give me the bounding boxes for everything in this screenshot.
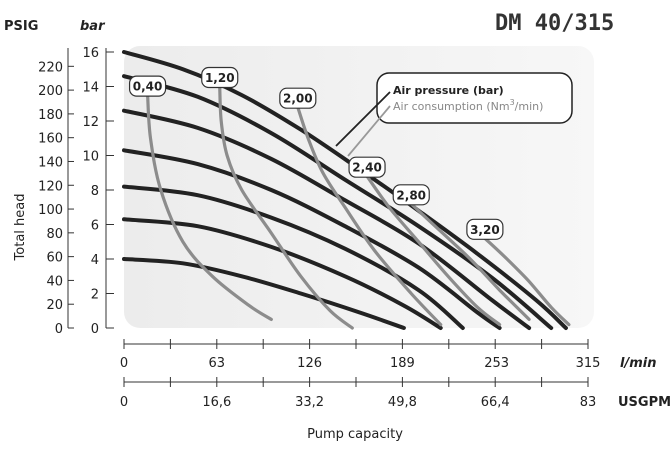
consumption-label-box (348, 156, 386, 178)
bar-tick-label: 6 (91, 219, 99, 234)
bar-tick-label: 4 (91, 253, 99, 268)
usgpm-tick-label: 83 (580, 395, 597, 410)
psig-tick-label: 120 (38, 179, 63, 194)
lmin-unit-label: l/min (620, 356, 656, 371)
bar-tick-label: 12 (82, 115, 99, 130)
psig-tick-label: 20 (46, 298, 63, 313)
psig-tick-label: 80 (46, 227, 63, 242)
pressure-curve-2 (122, 184, 465, 330)
consumption-label-box (466, 218, 504, 240)
pressure-curve-0 (122, 257, 406, 330)
legend-box (376, 72, 573, 124)
psig-tick-label: 220 (38, 60, 63, 75)
y-axis-title: Total head (13, 194, 28, 262)
usgpm-tick-label: 16,6 (202, 395, 231, 410)
consumption-label-2,40: 2,40 (348, 156, 386, 178)
bar-tick-label: 14 (82, 81, 99, 96)
lmin-tick-label: 126 (297, 356, 322, 371)
consumption-label-box (128, 75, 167, 97)
psig-tick-label: 60 (46, 251, 63, 266)
lmin-tick-label: 315 (576, 356, 601, 371)
psig-unit-label: PSIG (4, 19, 38, 34)
lmin-tick-label: 189 (390, 356, 415, 371)
lmin-tick-label: 253 (484, 356, 509, 371)
psig-tick-label: 200 (38, 84, 63, 99)
psig-tick-label: 160 (38, 132, 63, 147)
usgpm-tick-label: 33,2 (295, 395, 324, 410)
bar-tick-label: 2 (91, 288, 99, 303)
psig-tick-label: 40 (46, 274, 63, 289)
consumption-label-text: 2,40 (352, 161, 382, 175)
bar-tick-label: 10 (82, 150, 99, 165)
consumption-label-box (279, 87, 317, 109)
consumption-label-box (392, 184, 430, 206)
consumption-curve-3,20 (483, 236, 571, 327)
chart-title: DM 40/315 (495, 11, 614, 36)
lmin-tick-label: 0 (120, 356, 128, 371)
usgpm-tick-label: 66,4 (481, 395, 510, 410)
psig-tick-label: 180 (38, 108, 63, 123)
legend-pointer-consumption (347, 105, 391, 157)
consumption-curve-2,40 (365, 174, 502, 327)
bar-tick-label: 8 (91, 184, 99, 199)
usgpm-unit-label: USGPM (618, 395, 671, 410)
psig-tick-label: 100 (38, 203, 63, 218)
consumption-label-box (201, 66, 239, 89)
usgpm-tick-label: 49,8 (388, 395, 417, 410)
legend: Air pressure (bar) Air consumption (Nm3/… (335, 72, 573, 157)
consumption-label-2,80: 2,80 (392, 184, 430, 206)
bar-unit-label: bar (80, 19, 106, 34)
lmin-tick-label: 63 (209, 356, 226, 371)
consumption-label-3,20: 3,20 (466, 218, 504, 240)
consumption-label-text: 1,20 (205, 71, 235, 85)
x-axis-title: Pump capacity (307, 427, 403, 442)
consumption-label-text: 3,20 (470, 223, 500, 237)
legend-air-pressure: Air pressure (bar) (393, 84, 504, 97)
consumption-curve-0,40 (146, 93, 273, 321)
consumption-curve-2,80 (409, 202, 531, 321)
psig-tick-label: 0 (55, 322, 63, 337)
consumption-label-1,20: 1,20 (201, 66, 239, 89)
consumption-label-text: 2,80 (396, 188, 426, 202)
consumption-curve-1,20 (218, 84, 354, 330)
consumption-label-2,00: 2,00 (279, 87, 317, 109)
bar-tick-label: 0 (91, 322, 99, 337)
legend-air-consumption: Air consumption (Nm3/min) (393, 98, 543, 113)
psig-tick-label: 140 (38, 155, 63, 170)
pressure-curve-1 (122, 217, 443, 330)
legend-pointer-pressure (335, 91, 391, 147)
consumption-label-0,40: 0,40 (128, 75, 167, 97)
bar-tick-label: 16 (82, 46, 99, 61)
pressure-curve-3 (122, 148, 502, 330)
consumption-label-text: 2,00 (283, 92, 313, 106)
pressure-curve-5 (122, 74, 554, 330)
pressure-curve-4 (122, 108, 532, 330)
usgpm-tick-label: 0 (120, 395, 128, 410)
consumption-curve-2,00 (296, 105, 443, 327)
consumption-label-text: 0,40 (133, 80, 163, 94)
